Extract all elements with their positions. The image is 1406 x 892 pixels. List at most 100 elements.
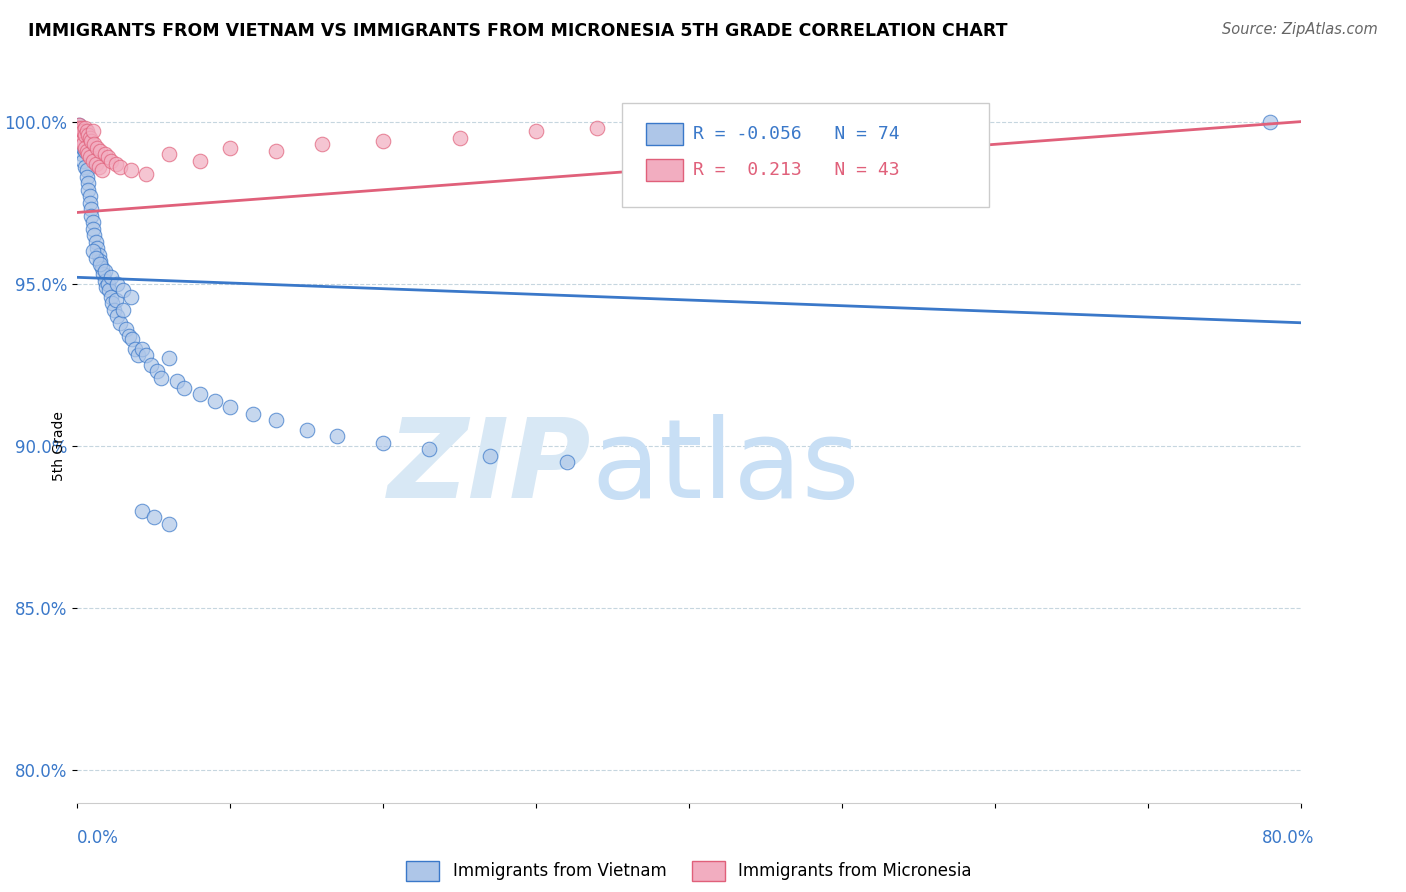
Point (135, 167, 157, 181)
Point (67, 118, 90, 132)
Point (120, 163, 142, 178)
Point (69, 124, 91, 138)
Point (371, 435, 394, 450)
Point (97, 277, 120, 291)
Point (131, 504, 153, 518)
Point (79, 150, 101, 164)
Point (100, 153, 122, 168)
Point (295, 423, 318, 437)
Point (76, 169, 98, 184)
Point (100, 270, 122, 285)
Point (86, 241, 108, 255)
Point (166, 374, 188, 388)
Point (70, 131, 93, 145)
Point (98, 283, 121, 297)
Point (76, 163, 98, 178)
Point (188, 153, 211, 168)
Point (73, 124, 96, 138)
Point (89, 254, 111, 268)
Point (108, 316, 131, 330)
Point (100, 290, 122, 304)
Point (131, 342, 153, 356)
Point (70, 121, 93, 136)
Point (86, 140, 108, 154)
Point (80, 134, 103, 148)
Text: IMMIGRANTS FROM VIETNAM VS IMMIGRANTS FROM MICRONESIA 5TH GRADE CORRELATION CHAR: IMMIGRANTS FROM VIETNAM VS IMMIGRANTS FR… (28, 22, 1008, 40)
Point (87, 247, 110, 261)
Point (135, 348, 157, 362)
Point (79, 189, 101, 203)
Point (82, 244, 104, 259)
Point (101, 296, 124, 310)
Point (108, 160, 131, 174)
Point (97, 150, 120, 164)
Point (128, 348, 150, 362)
Point (204, 393, 226, 408)
Point (77, 183, 100, 197)
Text: 80.0%: 80.0% (1263, 829, 1315, 847)
Point (150, 371, 173, 385)
Point (77, 147, 100, 161)
Point (69, 137, 91, 152)
Point (77, 128, 100, 142)
Point (124, 342, 146, 356)
Point (90, 260, 112, 275)
Point (84, 235, 107, 249)
Y-axis label: 5th Grade: 5th Grade (52, 411, 66, 481)
Point (70, 147, 93, 161)
Point (83, 137, 105, 152)
Point (89, 144, 111, 158)
Point (188, 387, 211, 401)
Point (89, 257, 111, 271)
Text: R =  0.213   N = 43: R = 0.213 N = 43 (693, 161, 900, 178)
Point (1258, 114, 1281, 128)
Point (264, 413, 287, 427)
Point (82, 221, 104, 235)
Point (67, 121, 90, 136)
Point (449, 131, 471, 145)
Point (80, 209, 103, 223)
Point (103, 302, 125, 317)
Point (72, 140, 94, 154)
Point (69, 124, 91, 138)
FancyBboxPatch shape (647, 123, 683, 145)
Point (219, 140, 242, 154)
Point (76, 144, 98, 158)
Point (139, 358, 162, 372)
Point (82, 215, 104, 229)
Point (173, 381, 195, 395)
Point (72, 124, 94, 138)
Point (326, 429, 349, 443)
Point (73, 128, 96, 142)
Point (242, 407, 264, 421)
Text: R = -0.056   N = 74: R = -0.056 N = 74 (693, 125, 900, 143)
Point (73, 160, 96, 174)
FancyBboxPatch shape (621, 103, 988, 207)
Point (112, 302, 135, 317)
Point (586, 121, 609, 136)
Point (76, 124, 98, 138)
Point (120, 290, 142, 304)
Point (80, 202, 103, 217)
FancyBboxPatch shape (647, 159, 683, 180)
Point (104, 157, 127, 171)
Text: Source: ZipAtlas.com: Source: ZipAtlas.com (1222, 22, 1378, 37)
Point (157, 351, 180, 366)
Point (121, 332, 143, 346)
Point (311, 137, 333, 152)
Point (69, 131, 91, 145)
Point (157, 147, 180, 161)
Point (73, 144, 96, 158)
Point (146, 364, 169, 378)
Point (264, 144, 287, 158)
Point (112, 283, 135, 297)
Point (115, 322, 138, 336)
Point (84, 157, 107, 171)
Point (87, 160, 110, 174)
Point (84, 251, 107, 265)
Point (219, 400, 242, 414)
Legend: Immigrants from Vietnam, Immigrants from Micronesia: Immigrants from Vietnam, Immigrants from… (399, 855, 979, 888)
Point (82, 153, 104, 168)
Point (118, 328, 141, 343)
Point (524, 124, 547, 138)
